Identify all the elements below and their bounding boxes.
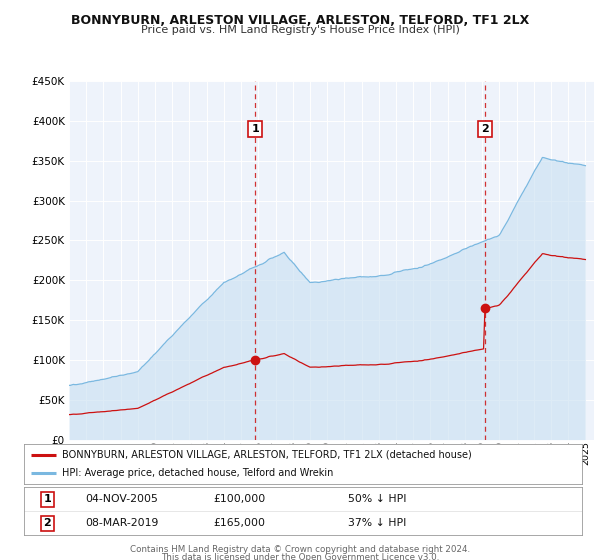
Text: Price paid vs. HM Land Registry's House Price Index (HPI): Price paid vs. HM Land Registry's House … xyxy=(140,25,460,35)
Text: 50% ↓ HPI: 50% ↓ HPI xyxy=(347,494,406,504)
Text: 37% ↓ HPI: 37% ↓ HPI xyxy=(347,519,406,528)
Text: £165,000: £165,000 xyxy=(214,519,266,528)
Text: Contains HM Land Registry data © Crown copyright and database right 2024.: Contains HM Land Registry data © Crown c… xyxy=(130,545,470,554)
Text: 2: 2 xyxy=(44,519,52,528)
Text: 1: 1 xyxy=(251,124,259,134)
Text: 2: 2 xyxy=(481,124,489,134)
Text: £100,000: £100,000 xyxy=(214,494,266,504)
Text: 1: 1 xyxy=(44,494,52,504)
Text: 08-MAR-2019: 08-MAR-2019 xyxy=(85,519,159,528)
Text: BONNYBURN, ARLESTON VILLAGE, ARLESTON, TELFORD, TF1 2LX: BONNYBURN, ARLESTON VILLAGE, ARLESTON, T… xyxy=(71,14,529,27)
Text: 04-NOV-2005: 04-NOV-2005 xyxy=(85,494,158,504)
Text: This data is licensed under the Open Government Licence v3.0.: This data is licensed under the Open Gov… xyxy=(161,553,439,560)
Text: HPI: Average price, detached house, Telford and Wrekin: HPI: Average price, detached house, Telf… xyxy=(62,468,334,478)
Text: BONNYBURN, ARLESTON VILLAGE, ARLESTON, TELFORD, TF1 2LX (detached house): BONNYBURN, ARLESTON VILLAGE, ARLESTON, T… xyxy=(62,450,472,460)
